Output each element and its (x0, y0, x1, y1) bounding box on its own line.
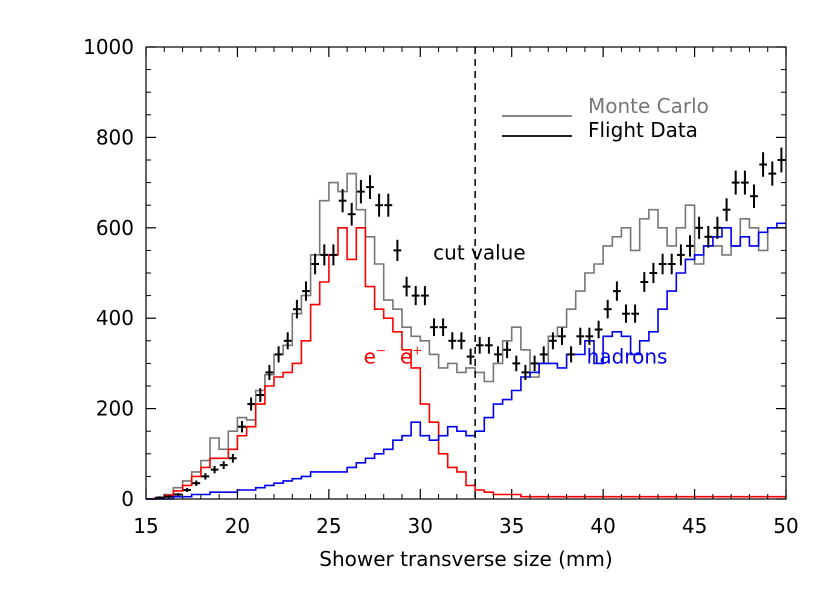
flight-data-point (731, 170, 740, 195)
flight-data-point (512, 355, 521, 372)
hadrons-label: hadrons (587, 344, 668, 368)
flight-data-point (686, 235, 694, 257)
flight-data-point (768, 161, 777, 186)
flight-data-point (759, 152, 767, 177)
electron-sup: − (376, 343, 386, 357)
flight-data-point (439, 318, 447, 337)
y-tick-label: 800 (96, 125, 134, 149)
flight-data-point (174, 493, 182, 496)
flight-data-point (631, 304, 639, 323)
legend-flight-data-label: Flight Data (588, 118, 698, 142)
flight-data-point (658, 253, 667, 275)
flight-data-point (393, 239, 402, 261)
flight-data-point (485, 337, 493, 354)
flight-data-point (457, 332, 466, 350)
monte-carlo-histogram (146, 172, 786, 500)
flight-data-point (302, 281, 310, 301)
flight-data-point (667, 253, 676, 275)
electron-e: e (364, 344, 376, 368)
flight-data-point (649, 262, 658, 284)
flight-data-point (521, 364, 530, 380)
legend-monte-carlo-label: Monte Carlo (588, 94, 709, 118)
flight-data-point (558, 327, 566, 345)
y-tick-label: 400 (96, 306, 134, 330)
flight-data-point (238, 421, 246, 433)
positron-e: e (400, 344, 412, 368)
flight-data-point (677, 244, 685, 266)
y-tick-label: 600 (96, 216, 134, 240)
flight-data-point (448, 332, 457, 350)
positron-sup: + (412, 343, 422, 357)
flight-data-point (357, 179, 365, 204)
flight-data-point (704, 226, 713, 248)
flight-data-point (384, 193, 393, 217)
flight-data-point (274, 346, 283, 363)
flight-data-point (366, 175, 374, 199)
x-tick-label: 50 (773, 514, 798, 538)
flight-data-point (421, 286, 429, 306)
flight-data-point (219, 461, 228, 469)
legend: Monte Carlo Flight Data (502, 94, 709, 142)
flight-data-point (503, 341, 511, 359)
x-tick-label: 30 (408, 514, 433, 538)
flight-data-point (741, 170, 749, 195)
flight-data-point (594, 320, 603, 339)
flight-data-point (256, 388, 265, 402)
axis-ticks: 15 20 25 30 35 40 45 50 0 200 400 600 800 1000 (83, 35, 799, 538)
flight-data-point (320, 244, 329, 266)
flight-data-point (229, 454, 237, 463)
flight-data-point (750, 184, 758, 208)
flight-data-point (201, 473, 210, 480)
x-tick-label: 15 (133, 514, 158, 538)
flight-data-point (475, 337, 484, 354)
flight-data-point (430, 318, 438, 337)
x-tick-label: 45 (682, 514, 707, 538)
flight-data-point (466, 348, 475, 365)
flight-data-point (622, 304, 630, 323)
y-tick-label: 1000 (83, 35, 134, 59)
cut-value-label: cut value (433, 240, 525, 264)
x-tick-label: 40 (590, 514, 615, 538)
flight-data-point (329, 244, 338, 266)
flight-data-point (347, 202, 356, 226)
flight-data-point (530, 355, 539, 372)
flight-data-point (585, 327, 594, 345)
flight-data-point (576, 327, 585, 345)
x-tick-label: 20 (225, 514, 250, 538)
flight-data-point (411, 286, 420, 306)
x-tick-label: 25 (316, 514, 341, 538)
flight-data-point (549, 332, 557, 350)
flight-data-point (713, 216, 722, 239)
flight-data-point (603, 299, 612, 319)
x-axis-title: Shower transverse size (mm) (319, 547, 612, 571)
flight-data-point (567, 346, 575, 363)
flight-data-point (192, 480, 201, 486)
flight-data-point (640, 272, 649, 292)
flight-data-point (210, 466, 219, 474)
flight-data-point (265, 364, 274, 380)
flight-data-point (613, 281, 621, 301)
flight-data-point (183, 487, 191, 492)
y-tick-label: 0 (121, 487, 134, 511)
flight-data-point (165, 495, 173, 499)
flight-data-point (494, 346, 502, 363)
flight-data-point (293, 299, 301, 319)
x-tick-label: 35 (499, 514, 524, 538)
flight-data-point (311, 253, 319, 275)
flight-data-point (375, 193, 383, 217)
flight-data-point (283, 332, 292, 350)
flight-data-point (338, 189, 347, 213)
y-tick-label: 200 (96, 397, 134, 421)
flight-data-point (539, 346, 548, 363)
flight-data-point (722, 198, 731, 222)
flight-data-point (695, 216, 703, 239)
flight-data-point (247, 397, 255, 411)
flight-data-point (402, 276, 411, 297)
hadrons-histogram (146, 222, 786, 500)
electron-positron-label: e− e+ (364, 343, 423, 368)
